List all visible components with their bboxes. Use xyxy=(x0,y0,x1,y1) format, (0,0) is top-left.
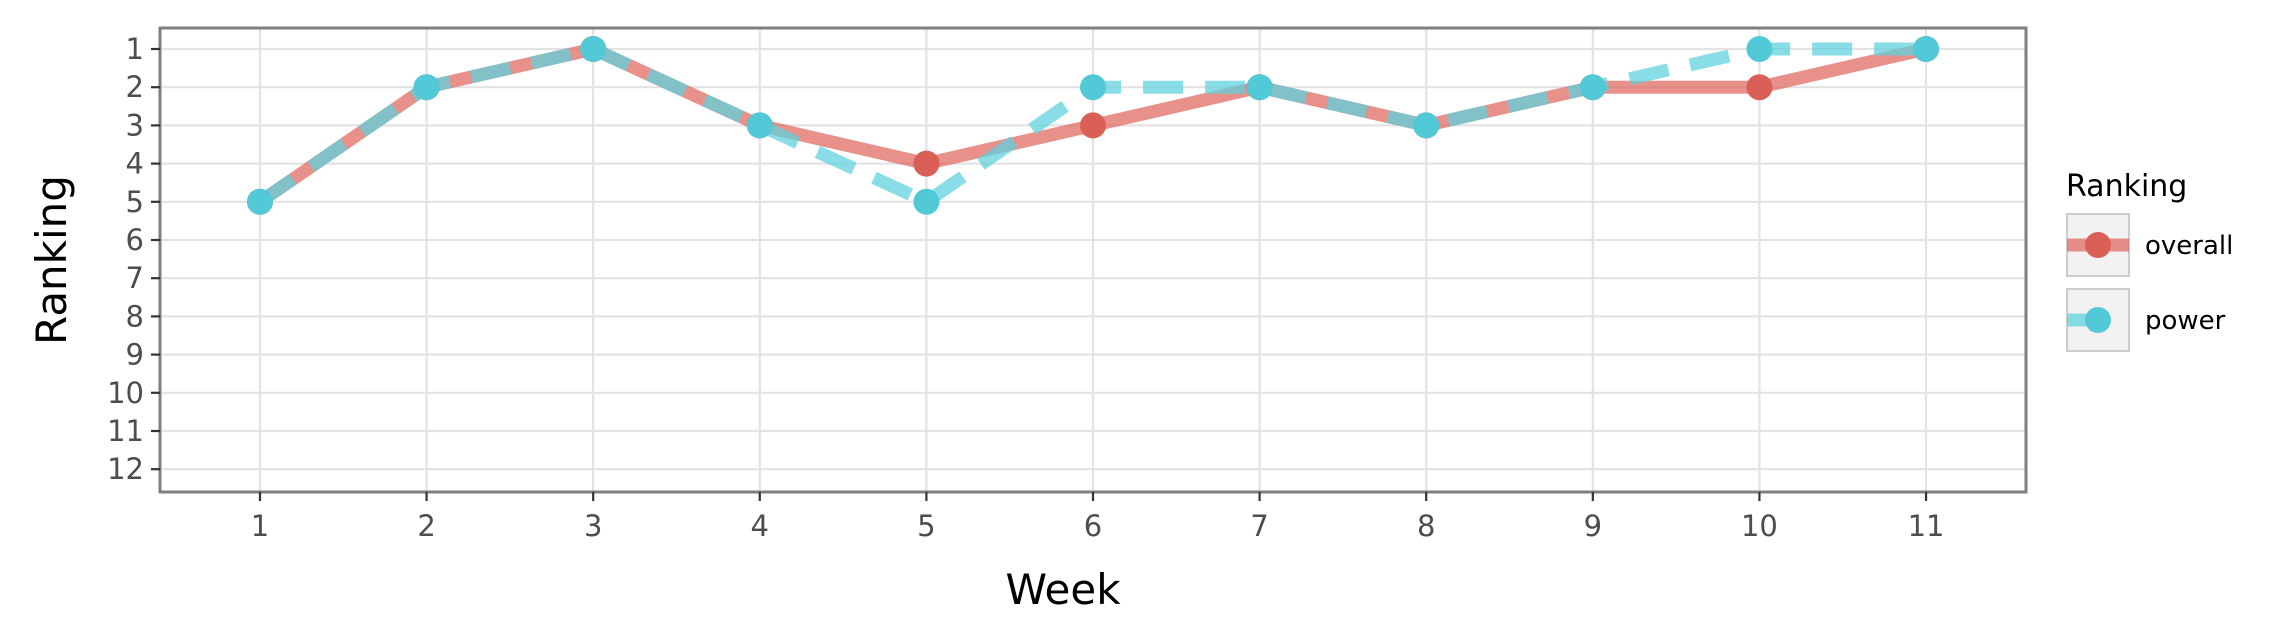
y-tick-label: 2 xyxy=(126,70,144,104)
x-tick-label: 9 xyxy=(1584,509,1602,543)
x-tick-label: 11 xyxy=(1908,509,1945,543)
y-tick-label: 3 xyxy=(126,108,144,142)
legend-items: overall power xyxy=(2066,213,2233,352)
y-tick-label: 9 xyxy=(126,338,144,372)
series-points xyxy=(246,36,1940,215)
x-tick-label: 8 xyxy=(1417,509,1435,543)
legend-label-power: power xyxy=(2145,306,2226,336)
y-tick-label: 10 xyxy=(107,376,144,410)
data-point-power xyxy=(413,74,440,101)
legend-title: Ranking xyxy=(2066,169,2187,204)
y-tick-label: 7 xyxy=(126,261,144,295)
x-axis-title: Week xyxy=(1005,565,1121,614)
y-tick-label: 1 xyxy=(126,32,144,66)
x-tick-label: 2 xyxy=(417,509,435,543)
legend-label-overall: overall xyxy=(2145,231,2233,261)
data-point-overall xyxy=(1746,74,1773,101)
y-tick-label: 4 xyxy=(126,147,144,181)
data-point-overall xyxy=(913,150,940,177)
data-point-power xyxy=(746,112,773,139)
x-tick-label: 10 xyxy=(1741,509,1778,543)
y-tick-label: 6 xyxy=(126,223,144,257)
data-point-power xyxy=(1246,74,1273,101)
y-tick-label: 5 xyxy=(126,185,144,219)
data-point-overall xyxy=(1080,112,1106,139)
legend: Ranking overall power xyxy=(2066,169,2233,352)
data-point-power xyxy=(1579,74,1606,101)
x-tick-label: 4 xyxy=(751,509,769,543)
data-point-power xyxy=(1080,74,1106,101)
data-point-power xyxy=(1413,112,1440,139)
x-tick-label: 6 xyxy=(1084,509,1102,543)
y-tick-label: 8 xyxy=(126,299,144,333)
data-point-power xyxy=(1746,36,1773,62)
data-point-power xyxy=(580,36,607,62)
legend-key-point-overall xyxy=(2085,232,2111,258)
y-tick-label: 11 xyxy=(107,414,144,448)
legend-key-point-power xyxy=(2085,307,2111,333)
data-point-power xyxy=(1913,36,1940,62)
x-tick-label: 5 xyxy=(917,509,935,543)
y-axis-title: Ranking xyxy=(27,175,76,345)
data-point-power xyxy=(913,188,940,215)
y-tick-label: 12 xyxy=(107,452,144,486)
data-point-power xyxy=(246,188,273,215)
x-tick-label: 7 xyxy=(1250,509,1268,543)
x-tick-label: 1 xyxy=(251,509,269,543)
x-tick-label: 3 xyxy=(584,509,602,543)
